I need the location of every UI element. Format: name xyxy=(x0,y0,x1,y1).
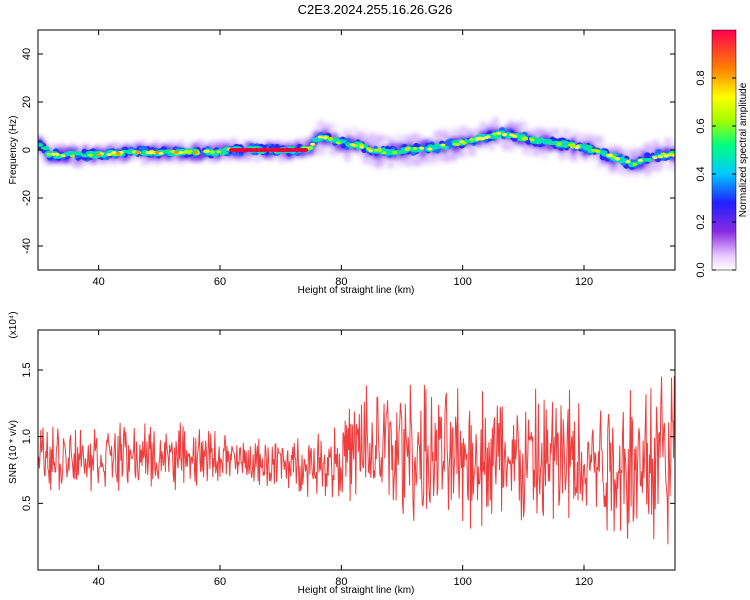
spectrogram-y-tick-label: 40 xyxy=(21,48,33,60)
snr-x-tick-label: 40 xyxy=(93,576,105,588)
spectrogram-y-ticks: -40 -20 0 20 40 xyxy=(21,48,675,254)
spectrogram-x-ticks: 40 60 80 100 120 xyxy=(93,30,593,288)
spectrogram-y-tick-label: -20 xyxy=(21,190,33,206)
spectrogram-x-tick-label: 100 xyxy=(453,276,471,288)
colorbar-tick-label: 0.6 xyxy=(695,118,707,133)
snr-y-label: SNR (10 * v/v) xyxy=(8,420,19,484)
spectrogram-x-tick-label: 80 xyxy=(335,276,347,288)
spectrogram-heat xyxy=(38,117,675,179)
snr-multiplier: (x10⁴) xyxy=(8,311,19,338)
snr-x-tick-label: 80 xyxy=(335,576,347,588)
spectrogram-y-tick-label: 20 xyxy=(21,96,33,108)
colorbar-tick-label: 0.2 xyxy=(695,214,707,229)
spectrogram-x-tick-label: 40 xyxy=(93,276,105,288)
snr-y-tick-label: 1.0 xyxy=(21,429,33,444)
snr-y-ticks: 0.5 1.0 1.5 xyxy=(21,362,675,511)
colorbar-tick-label: 0.0 xyxy=(695,262,707,277)
spectrogram-x-label: Height of straight line (km) xyxy=(298,285,415,296)
snr-x-tick-label: 60 xyxy=(214,576,226,588)
snr-x-label: Height of straight line (km) xyxy=(298,585,415,596)
colorbar-tick-label: 0.8 xyxy=(695,70,707,85)
snr-x-tick-label: 120 xyxy=(575,576,593,588)
snr-y-tick-label: 0.5 xyxy=(21,496,33,511)
colorbar-label: Normalized spectral amplitude xyxy=(738,82,749,217)
snr-frame xyxy=(37,329,676,571)
snr-y-tick-label: 1.5 xyxy=(21,362,33,377)
colorbar-tick-label: 0.4 xyxy=(695,166,707,181)
colorbar-gradient xyxy=(711,29,737,271)
snr-panel: 40 60 80 100 120 0.5 1.0 1.5 Height of straigh… xyxy=(8,311,676,596)
spectrogram-y-tick-label: 0 xyxy=(21,147,33,153)
snr-x-ticks: 40 60 80 100 120 xyxy=(93,330,593,588)
spectrogram-x-tick-label: 60 xyxy=(214,276,226,288)
spectrogram-y-label: Frequency (Hz) xyxy=(8,116,19,185)
spectrogram-panel: 40 60 80 100 120 -40 -20 0 20 40 Height of strai… xyxy=(8,29,676,296)
spectrogram-y-tick-label: -40 xyxy=(21,238,33,254)
colorbar: 0.0 0.2 0.4 0.6 0.8 Normalized spectral ampl… xyxy=(695,29,749,278)
snr-x-tick-label: 100 xyxy=(453,576,471,588)
snr-series-line xyxy=(38,376,675,545)
colorbar-ticks: 0.0 0.2 0.4 0.6 0.8 xyxy=(695,70,736,278)
spectrogram-x-tick-label: 120 xyxy=(575,276,593,288)
chart-title: C2E3.2024.255.16.26.G26 xyxy=(298,2,453,17)
